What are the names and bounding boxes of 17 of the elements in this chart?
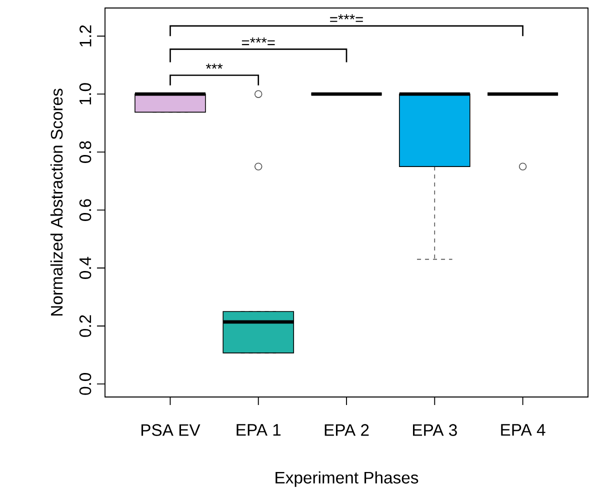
y-tick-label: 0.8: [79, 141, 92, 163]
annotation: =***=: [330, 14, 363, 22]
x-tick-label: PSA EV: [141, 424, 200, 436]
annotation: ***: [206, 64, 223, 69]
x-tick-label: EPA 4: [501, 424, 546, 436]
y-tick-label: 1.0: [79, 83, 92, 104]
x-tick-label: EPA 3: [413, 424, 457, 436]
y-tick-label: 1.2: [80, 25, 92, 46]
y-tick-label: 0.4: [79, 256, 92, 279]
y-tick-label: 0.6: [79, 199, 92, 221]
annotation: =***=: [242, 37, 275, 46]
y-tick-label: 0.0: [79, 373, 92, 395]
x-axis-title: Experiment Phases: [276, 471, 418, 487]
x-tick-label: EPA 1: [236, 424, 281, 436]
x-tick-label: EPA 2: [324, 424, 369, 436]
y-axis-title: Normalized Abstraction Scores: [50, 88, 63, 316]
y-tick-label: 0.2: [79, 315, 92, 337]
